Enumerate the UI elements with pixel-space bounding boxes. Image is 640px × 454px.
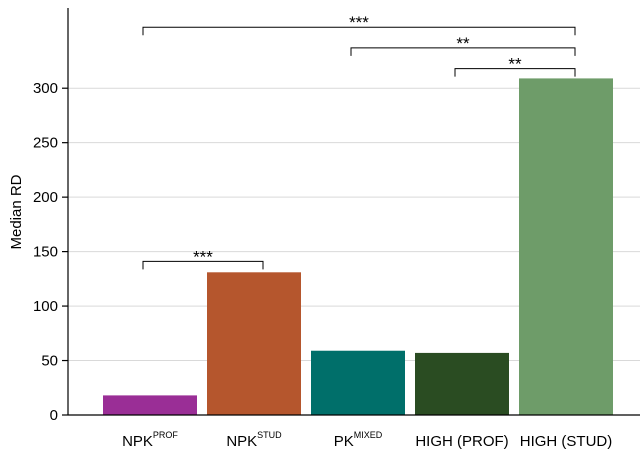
bar bbox=[519, 78, 613, 415]
significance-bracket bbox=[142, 26, 576, 36]
x-tick-label: NPKPROF bbox=[122, 430, 178, 450]
y-tick-label: 250 bbox=[33, 135, 58, 152]
y-tick-label: 200 bbox=[33, 189, 58, 206]
y-tick-label: 300 bbox=[33, 80, 58, 97]
bar bbox=[103, 395, 197, 415]
significance-bracket bbox=[350, 47, 576, 56]
x-tick-label: HIGH (STUD) bbox=[520, 433, 613, 450]
significance-brackets: ********** bbox=[142, 13, 576, 270]
x-tick-label: PKMIXED bbox=[334, 430, 383, 450]
bar bbox=[207, 272, 301, 415]
y-tick-label: 0 bbox=[50, 407, 58, 424]
significance-label: ** bbox=[508, 55, 522, 74]
significance-bracket bbox=[454, 68, 576, 77]
y-axis-title: Median RD bbox=[8, 174, 25, 249]
bar bbox=[311, 350, 405, 415]
x-tick-label: HIGH (PROF) bbox=[415, 433, 508, 450]
bars bbox=[103, 78, 613, 415]
significance-bracket bbox=[142, 260, 264, 270]
x-tick-label: NPKSTUD bbox=[226, 430, 282, 450]
x-tick-labels: NPKPROF NPKSTUD PKMIXED HIGH (PROF) HIGH (ST… bbox=[122, 430, 612, 450]
y-ticks: 0 50 100 150 200 250 300 bbox=[33, 80, 68, 424]
axes bbox=[67, 8, 640, 416]
significance-label: ** bbox=[456, 34, 470, 53]
y-tick-label: 50 bbox=[41, 353, 58, 370]
significance-label: *** bbox=[349, 13, 369, 32]
significance-label: *** bbox=[193, 247, 213, 266]
y-tick-label: 150 bbox=[33, 244, 58, 261]
y-tick-label: 100 bbox=[33, 298, 58, 315]
bar bbox=[415, 352, 509, 415]
